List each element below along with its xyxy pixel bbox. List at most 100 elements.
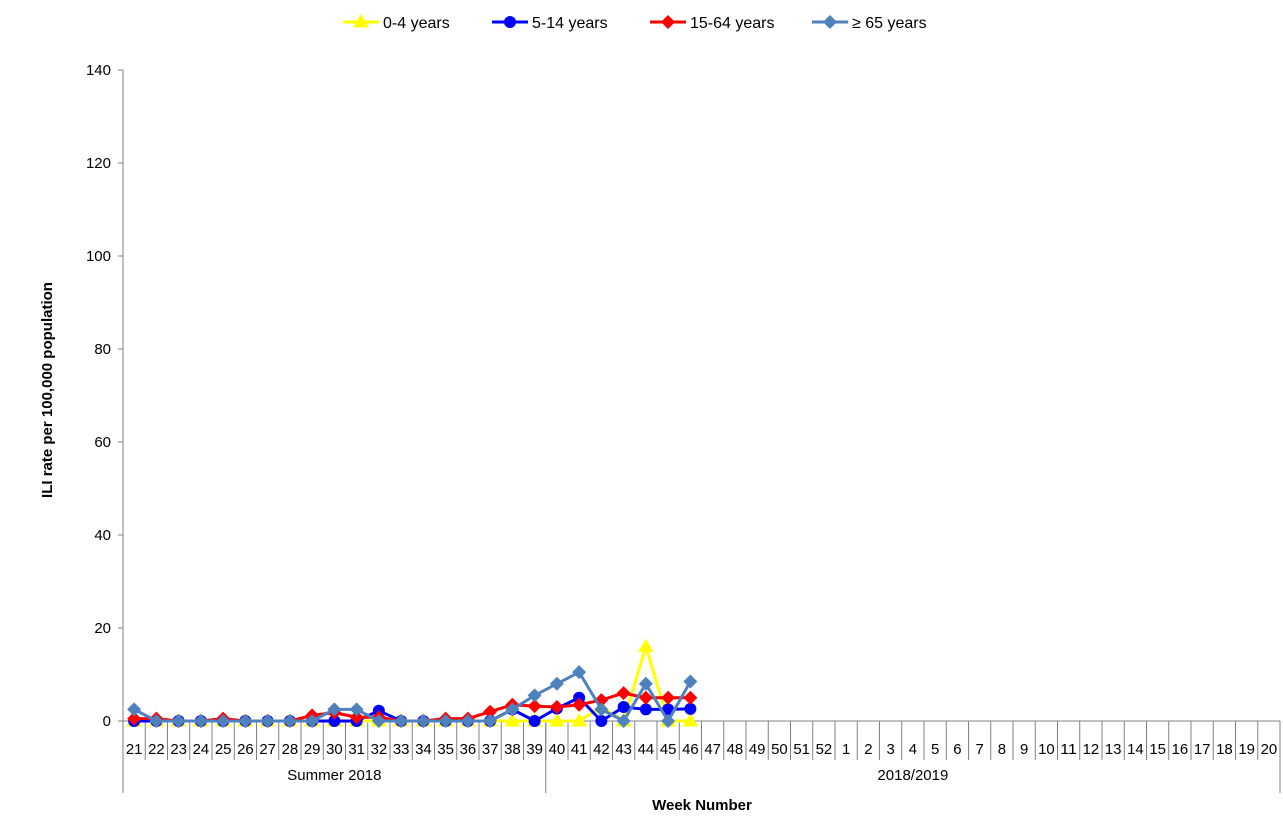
x-tick-label: 13 [1105,741,1122,758]
x-tick-label: 19 [1238,741,1255,758]
data-point [616,686,631,701]
legend: 0-4 years 5-14 years 15-64 years ≥ 65 years [343,14,927,32]
data-point [394,714,409,728]
y-tick-label: 0 [103,713,111,730]
data-point [571,713,587,727]
data-point [595,715,608,727]
x-tick-label: 2 [864,741,872,758]
x-tick-label: 9 [1020,741,1028,758]
data-point [683,690,698,705]
x-axis-title: Week Number [652,797,752,814]
x-tick-label: 42 [593,741,610,758]
data-point [528,715,541,727]
x-tick-label: 48 [727,741,744,758]
x-tick-label: 39 [526,741,543,758]
series-line [133,670,692,723]
legend-swatch-marker [823,15,837,29]
data-point [505,702,520,717]
x-tick-label: 51 [793,741,810,758]
x-group-label: Summer 2018 [287,767,381,784]
data-point [504,713,521,727]
data-point [527,688,542,703]
x-tick-label: 21 [126,741,143,758]
data-point [416,714,431,728]
data-point [127,711,142,726]
x-tick-label: 50 [771,741,788,758]
legend-label: 15-64 years [690,15,775,32]
data-point [594,702,609,717]
x-tick-label: 49 [749,741,766,758]
x-tick-label: 15 [1149,741,1166,758]
data-point [638,690,653,705]
data-point [549,713,565,727]
x-tick-label: 1 [842,741,850,758]
data-point [661,714,676,728]
data-point [638,676,653,691]
x-tick-label: 35 [437,741,454,758]
x-tick-label: 30 [326,741,343,758]
data-point [438,714,453,728]
data-point [572,697,587,712]
x-tick-label: 31 [348,741,365,758]
x-tick-label: 28 [282,741,299,758]
x-tick-label: 37 [482,741,499,758]
x-tick-label: 25 [215,741,232,758]
data-point [328,715,341,727]
data-point [305,714,320,728]
y-tick-label: 60 [94,434,111,451]
legend-item: ≥ 65 years [812,15,927,32]
legend-swatch-marker [661,15,675,29]
data-point [683,674,698,689]
legend-item: 15-64 years [650,15,775,32]
data-point [617,701,630,714]
x-tick-label: 8 [998,741,1006,758]
data-point [238,714,253,728]
y-tick-label: 100 [86,248,111,265]
data-point [639,703,652,716]
x-tick-label: 7 [975,741,983,758]
data-point [661,690,676,705]
x-tick-label: 26 [237,741,254,758]
x-tick-label: 6 [953,741,961,758]
data-point [527,699,542,714]
x-tick-label: 3 [886,741,894,758]
y-tick-label: 120 [86,155,111,172]
data-point [572,665,587,680]
data-point [549,700,564,715]
x-tick-label: 34 [415,741,432,758]
x-tick-label: 43 [615,741,632,758]
x-tick-label: 20 [1261,741,1278,758]
data-point [349,710,364,725]
x-tick-label: 52 [816,741,833,758]
data-point [216,714,231,728]
legend-label: ≥ 65 years [852,15,927,32]
data-point [349,702,364,717]
x-tick-label: 10 [1038,741,1055,758]
legend-swatch-marker [504,16,516,28]
data-point [549,676,564,691]
plot-series [126,638,699,728]
data-point [662,703,675,716]
x-tick-label: 5 [931,741,939,758]
data-point [638,638,654,653]
x-tick-label: 33 [393,741,410,758]
data-point [682,713,699,727]
legend-label: 0-4 years [383,15,450,32]
x-tick-label: 44 [638,741,655,758]
legend-item: 0-4 years [343,14,450,32]
data-point [483,714,498,728]
x-tick-label: 12 [1083,741,1100,758]
x-tick-label: 24 [193,741,210,758]
x-tick-label: 11 [1060,741,1077,758]
x-tick-label: 29 [304,741,321,758]
x-tick-label: 38 [504,741,521,758]
y-tick-label: 20 [94,620,111,637]
legend-item: 5-14 years [492,15,608,32]
data-point [282,714,297,728]
x-tick-label: 45 [660,741,677,758]
data-point [149,714,164,728]
data-point [327,702,342,717]
y-axis: 0 20 40 60 80 100 120 140 [86,62,124,730]
data-point [171,714,186,728]
x-tick-label: 40 [549,741,566,758]
